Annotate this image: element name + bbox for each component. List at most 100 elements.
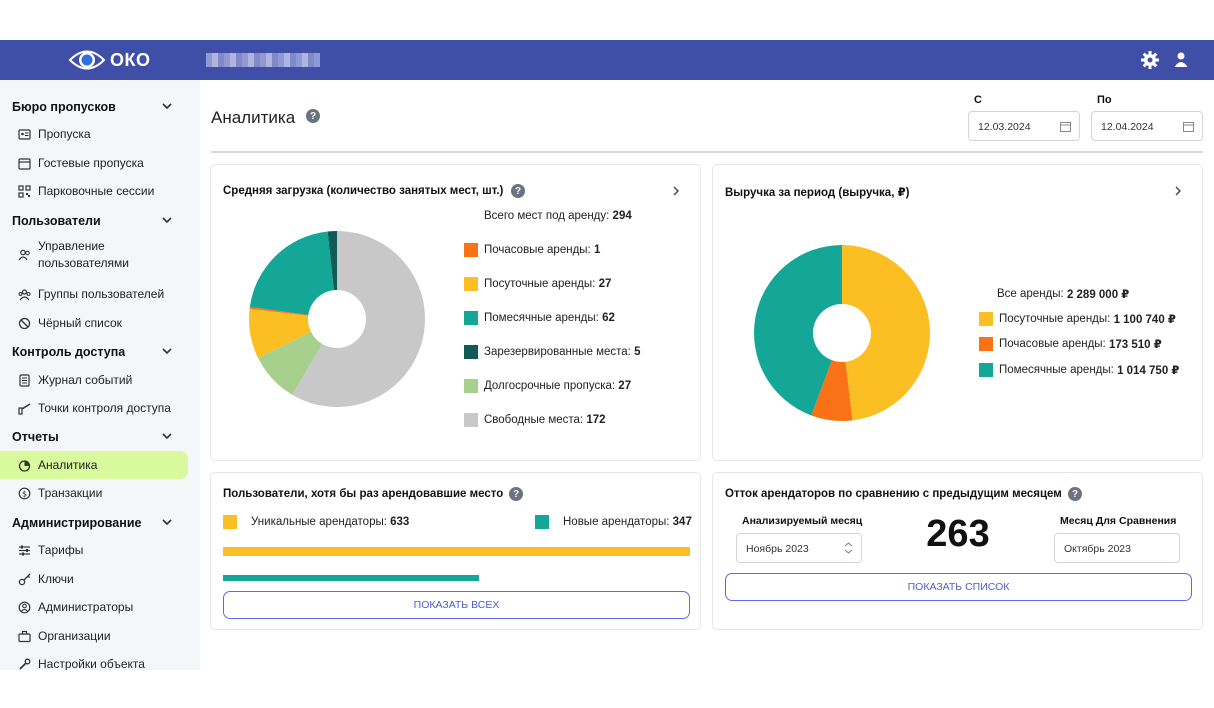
sidebar: Бюро пропусков Пропуска Гостевые пропуск… [0,80,200,670]
sidebar-section-access-control[interactable]: Контроль доступа [12,345,126,359]
legend-daily-revenue: Посуточные аренды: 1 100 740 ₽ [979,312,1176,326]
comparison-month-label: Месяц Для Сравнения [1060,515,1177,527]
show-list-button[interactable]: ПОКАЗАТЬ СПИСОК [725,573,1192,601]
legend-swatch [979,337,993,351]
sidebar-item-transactions[interactable]: $ Транзакции [0,479,188,507]
date-from-value: 12.03.2024 [978,121,1031,133]
legend-hourly-revenue: Почасовые аренды: 173 510 ₽ [979,337,1162,351]
sidebar-item-passes[interactable]: Пропуска [0,120,188,148]
barrier-icon [18,402,31,415]
help-icon[interactable]: ? [306,109,320,123]
sidebar-item-label: Транзакции [38,486,103,500]
sidebar-item-label: Группы пользователей [38,287,165,301]
sidebar-section-pass-bureau[interactable]: Бюро пропусков [12,100,116,114]
chevron-down-icon[interactable] [161,214,173,226]
bar-уникальные-арендаторы [223,547,690,556]
sidebar-item-access-points[interactable]: Точки контроля доступа [0,394,188,422]
show-all-button[interactable]: ПОКАЗАТЬ ВСЕХ [223,591,690,619]
users-icon [18,249,30,261]
users-bar-chart [223,547,690,581]
help-icon[interactable]: ? [511,184,525,198]
chevron-down-icon[interactable] [161,430,173,442]
blurred-object-name [206,53,320,67]
legend-swatch [464,413,478,427]
sidebar-item-label: Настройки объекта [38,657,145,670]
legend-monthly-revenue: Помесячные аренды: 1 014 750 ₽ [979,363,1179,377]
sidebar-item-keys[interactable]: Ключи [0,565,188,593]
legend-swatch [223,515,237,529]
sidebar-item-analytics[interactable]: Аналитика [0,451,188,479]
date-from-input[interactable]: 12.03.2024 [968,111,1080,141]
dollar-icon: $ [18,487,31,499]
date-to-value: 12.04.2024 [1101,121,1154,133]
sidebar-item-label: Пропуска [38,127,91,141]
legend-swatch [979,312,993,326]
app-header: ОКО [0,40,1214,80]
sidebar-item-label: Управление пользователями [38,239,129,270]
churn-card: Отток арендаторов по сравнению с предыду… [712,472,1203,630]
revenue-card: Выручка за период (выручка, ₽) Все аренд… [712,164,1203,461]
sidebar-item-user-management[interactable]: Управление пользователями [0,238,188,278]
churn-card-title: Отток арендаторов по сравнению с предыду… [725,488,1062,500]
sidebar-item-parking-sessions[interactable]: Парковочные сессии [0,177,188,205]
sidebar-item-blacklist[interactable]: Чёрный список [0,309,188,337]
eye-logo-icon [68,50,106,70]
gear-icon[interactable] [1140,50,1160,70]
help-icon[interactable]: ? [1068,487,1082,501]
calendar-icon[interactable] [1183,121,1194,132]
sidebar-item-user-groups[interactable]: Группы пользователей [0,280,188,308]
calendar-icon[interactable] [1060,121,1071,132]
load-total: Всего мест под аренду: 294 [484,210,632,222]
app-logo[interactable]: ОКО [68,46,151,74]
sort-arrows-icon [844,542,853,554]
page-title: Аналитика [211,108,296,127]
legend-daily: Посуточные аренды: 27 [464,277,611,291]
legend-new: Новые арендаторы: 347 [535,515,692,529]
sidebar-item-label: Журнал событий [38,373,133,387]
users-card: Пользователи, хотя бы раз арендовавшие м… [210,472,701,630]
revenue-card-title: Выручка за период (выручка, ₽) [725,187,910,199]
ban-icon [18,317,31,329]
pie-slice-посуточные-аренды [249,308,312,359]
help-icon[interactable]: ? [509,487,523,501]
pie-slice-свободные-места [292,231,425,407]
analytics-icon [18,459,31,472]
sidebar-item-tariffs[interactable]: Тарифы [0,536,188,564]
comparison-month-select[interactable]: Октябрь 2023 [1054,533,1180,563]
sidebar-item-event-log[interactable]: Журнал событий [0,366,188,394]
wrench-icon [19,658,31,670]
bar-новые-арендаторы [223,575,480,581]
legend-hourly: Почасовые аренды: 1 [464,243,600,257]
analyzed-month-select[interactable]: Ноябрь 2023 [736,533,862,563]
revenue-total: Все аренды: 2 289 000 ₽ [997,288,1130,301]
chevron-down-icon[interactable] [161,516,173,528]
sidebar-item-administrators[interactable]: Администраторы [0,593,188,621]
pie-slice-помесячные-аренды [754,245,842,416]
churn-number: 263 [926,513,990,555]
user-icon[interactable] [1171,50,1191,70]
chevron-right-icon[interactable] [671,186,681,196]
sidebar-item-label: Администраторы [38,600,134,614]
sidebar-item-guest-passes[interactable]: Гостевые пропуска [0,149,188,177]
sidebar-section-administration[interactable]: Администрирование [12,516,142,530]
sidebar-item-label: Аналитика [38,458,98,472]
chevron-right-icon[interactable] [1173,186,1183,196]
legend-swatch [979,363,993,377]
load-card-title: Средняя загрузка (количество занятых мес… [223,185,504,197]
sidebar-item-object-settings[interactable]: Настройки объекта [0,650,188,670]
legend-long-term: Долгосрочные пропуска: 27 [464,379,631,393]
legend-swatch [464,243,478,257]
briefcase-icon [18,630,31,642]
group-icon [18,288,31,300]
chevron-down-icon[interactable] [161,100,173,112]
pie-slice-зарезервированные-места [327,231,337,291]
date-to-input[interactable]: 12.04.2024 [1091,111,1203,141]
date-to-label: По [1097,94,1112,106]
sidebar-section-users[interactable]: Пользователи [12,214,101,228]
sidebar-item-organizations[interactable]: Организации [0,622,188,650]
chevron-down-icon[interactable] [161,345,173,357]
journal-icon [19,373,30,387]
analyzed-month-label: Анализируемый месяц [742,515,863,527]
comparison-month-value: Октябрь 2023 [1064,543,1131,555]
sidebar-section-reports[interactable]: Отчеты [12,430,59,444]
